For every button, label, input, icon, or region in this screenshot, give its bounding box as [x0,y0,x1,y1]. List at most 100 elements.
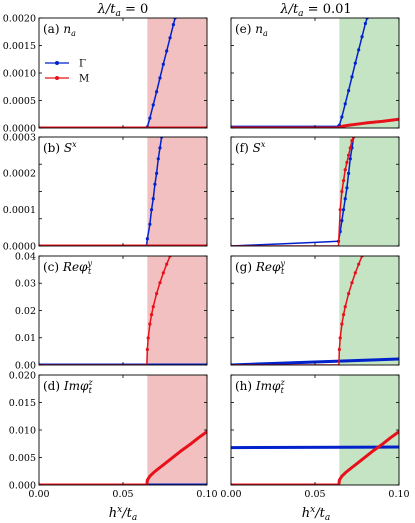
legend-label: M [79,74,89,85]
data-point [148,116,152,120]
legend-label: Γ [79,59,86,70]
panel-label: (f) Sx [235,140,266,155]
data-point [341,312,346,317]
data-point [343,102,347,106]
data-point [145,347,149,352]
data-point [158,76,162,80]
y-tick-label: 0.010 [9,425,36,436]
panel-e: (e) na [230,17,400,129]
panel-label: (b) Sx [43,140,77,155]
data-point [161,62,165,66]
y-tick-label: 0.0000 [3,241,36,252]
data-point [155,90,159,94]
phase-shading [147,256,207,365]
x-tick-label: 0.05 [112,489,133,500]
panel-f: (f) Sx [230,136,400,247]
y-tick-label: 0.0000 [3,123,36,134]
data-point [341,208,346,212]
y-tick-label: 0.04 [15,251,36,262]
data-point [347,292,351,296]
data-point [158,146,162,150]
data-point [363,21,367,26]
data-point [153,182,157,186]
panel-label: (c) Reφy t [43,259,92,276]
panel-label: (a) na [43,22,76,38]
y-tick-label: 0.01 [15,333,36,344]
x-tick-label: 0.00 [28,489,49,500]
y-tick-label: 0.020 [9,370,36,381]
column-title-right: λ/ta = 0.01 [279,2,351,19]
series-line-gamma [231,445,399,450]
data-point [156,157,160,161]
panel-c: 0.00 0.01 0.02 0.03 0.04 (c) Reφy t [15,251,208,371]
x-tick-label: 0.10 [388,489,409,500]
x-tick-label: 0.00 [220,489,241,500]
y-tick-label: 0.0020 [3,13,36,24]
x-axis-label-left: hx/ta [109,505,137,523]
y-tick-label: 0.0002 [3,169,36,180]
legend-marker [55,61,59,65]
y-tick-label: 0.00 [15,360,36,371]
y-tick-label: 0.0005 [3,96,36,107]
data-point [161,271,165,275]
panel-label: (g) Reφy t [235,259,285,276]
panel-d: 0.000 0.005 0.010 0.015 0.020 0.00 0.05 0.10 (d)… [9,370,218,500]
data-point [155,292,159,296]
data-point [350,139,354,143]
data-point [165,262,169,266]
phase-shading [339,18,399,128]
panel-b: 0.0000 0.0001 0.0002 0.0003 (b) Sx [3,132,208,252]
series-line-m [39,430,207,485]
data-point [357,48,361,52]
data-point [148,322,152,326]
data-point [348,157,352,161]
data-point [338,336,342,340]
data-point [343,305,347,309]
data-point [350,281,354,285]
phase-shading [147,137,207,246]
x-tick-label: 0.10 [196,489,217,500]
data-point [149,312,154,317]
data-point [155,171,159,175]
y-tick-label: 0.0010 [3,68,36,79]
plot-area [231,18,399,128]
plot-area [39,430,207,485]
y-tick-label: 0.0001 [3,205,36,216]
data-point [353,61,357,65]
data-point [165,49,169,53]
panel-h: 0.00 0.05 0.10 (h) Imφz t [220,374,410,500]
y-tick-label: 0.0003 [3,132,36,143]
plot-area [39,18,207,128]
data-point [151,305,155,309]
data-point [148,222,152,226]
data-point [151,197,155,201]
series-line-m [231,430,399,485]
data-point [337,347,341,352]
data-point [357,262,361,266]
data-point [151,103,155,107]
plot-area [231,430,399,485]
y-tick-label: 0.02 [15,306,36,317]
data-point [350,75,354,79]
data-point [347,89,351,93]
y-tick-label: 0.03 [15,279,36,290]
x-tick-label: 0.05 [304,489,325,500]
column-title-left: λ/ta = 0 [97,2,149,19]
legend-marker [55,76,59,80]
panel-label: (e) na [235,22,268,38]
data-point [340,322,344,326]
data-point [340,189,344,194]
phase-shading [339,375,399,485]
panel-label: (h) Imφz t [235,378,285,395]
y-tick-label: 0.015 [9,398,36,409]
data-point [146,336,150,340]
data-point [145,237,149,241]
panel-a: 0.0000 0.0005 0.0010 0.0015 0.0020 (a) na ΓM [3,13,208,134]
panel-label: (d) Imφz t [43,378,93,395]
panel-g: (g) Reφy t [230,255,400,366]
data-point [347,171,351,175]
data-point [353,271,357,275]
y-tick-label: 0.005 [9,453,36,464]
data-point [343,168,347,172]
legend: ΓM [45,59,89,85]
